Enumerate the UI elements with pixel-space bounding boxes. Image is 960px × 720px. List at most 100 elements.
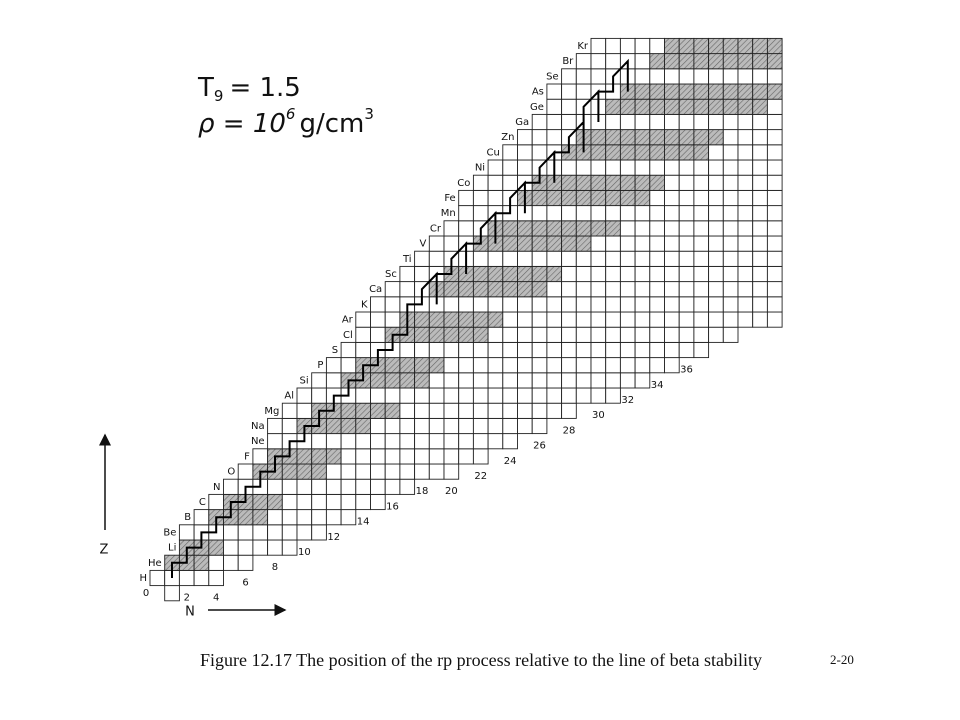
cell <box>678 326 695 343</box>
cell <box>531 113 548 131</box>
cell <box>590 311 607 328</box>
element-label: Kr <box>577 41 589 52</box>
stable-cell <box>325 417 342 435</box>
cell <box>340 341 357 359</box>
cell <box>664 205 680 222</box>
cell <box>619 250 636 267</box>
stable-cell <box>605 174 621 191</box>
cell <box>443 433 460 450</box>
stable-cell <box>678 144 695 161</box>
cell <box>561 265 577 283</box>
cell <box>693 68 710 85</box>
cell <box>561 326 577 343</box>
cell <box>649 220 665 237</box>
stable-cell <box>546 189 563 207</box>
cell <box>252 448 269 465</box>
cell <box>443 448 460 465</box>
cell <box>737 311 754 328</box>
cell <box>737 235 754 252</box>
cell <box>737 174 754 191</box>
cell <box>443 220 460 237</box>
stable-cell <box>693 83 710 100</box>
cell <box>590 281 607 298</box>
cell <box>531 341 548 359</box>
stable-cell <box>443 281 460 298</box>
stable-cell <box>693 53 710 70</box>
cell <box>664 265 680 283</box>
cell <box>178 569 195 587</box>
cell <box>502 311 518 328</box>
cell <box>561 113 577 131</box>
cell <box>678 220 695 237</box>
stable-cell <box>634 98 651 115</box>
cell <box>517 417 533 435</box>
cell <box>605 250 621 267</box>
cell <box>355 311 371 328</box>
cell <box>664 341 680 359</box>
cell <box>370 311 386 328</box>
cell <box>605 205 621 222</box>
cell <box>458 296 474 313</box>
cell <box>737 205 754 222</box>
element-label: Ne <box>251 436 265 447</box>
stable-cell <box>531 235 548 252</box>
cell <box>634 235 651 252</box>
stable-cell <box>590 189 607 207</box>
cell <box>267 417 283 435</box>
stable-cell <box>517 265 533 283</box>
element-label: Ti <box>402 254 412 265</box>
cell <box>546 311 563 328</box>
cell <box>428 387 445 404</box>
cell <box>472 205 489 222</box>
cell <box>458 448 474 465</box>
stable-cell <box>605 220 621 237</box>
cell <box>502 144 518 161</box>
cell <box>311 387 327 404</box>
element-label: Zn <box>501 132 514 143</box>
cell <box>223 554 239 571</box>
stable-cell <box>693 98 710 115</box>
stable-cell <box>561 189 577 207</box>
cell <box>531 402 548 419</box>
cell <box>693 205 710 222</box>
cell <box>664 296 680 313</box>
cell <box>399 478 416 495</box>
cell <box>531 417 548 435</box>
cell <box>546 98 563 115</box>
stable-cell <box>237 509 254 526</box>
cell <box>575 250 592 267</box>
cell <box>619 296 636 313</box>
stable-cell <box>325 448 342 465</box>
cell <box>370 463 386 480</box>
cell <box>708 235 724 252</box>
cell <box>487 433 504 450</box>
stable-cell <box>472 311 489 328</box>
stable-cell <box>384 372 401 389</box>
cell <box>296 524 313 541</box>
cell <box>561 205 577 222</box>
stable-cell <box>443 326 460 343</box>
cell <box>619 281 636 298</box>
cell <box>443 296 460 313</box>
cell <box>664 68 680 85</box>
cell <box>355 341 371 359</box>
cell <box>693 174 710 191</box>
stable-cell <box>649 144 665 161</box>
element-label: Ar <box>342 315 354 326</box>
cell <box>502 357 518 374</box>
cell <box>487 326 504 343</box>
cell <box>487 159 504 176</box>
cell <box>752 68 768 85</box>
cell <box>722 189 739 207</box>
stable-cell <box>517 281 533 298</box>
cell <box>370 387 386 404</box>
cell <box>384 448 401 465</box>
cell <box>766 113 783 131</box>
cell <box>384 433 401 450</box>
element-label: Cu <box>486 147 499 158</box>
stable-cell <box>472 265 489 283</box>
stable-cell <box>605 129 621 146</box>
cell <box>502 417 518 435</box>
stable-cell <box>678 53 695 70</box>
cell <box>428 448 445 465</box>
